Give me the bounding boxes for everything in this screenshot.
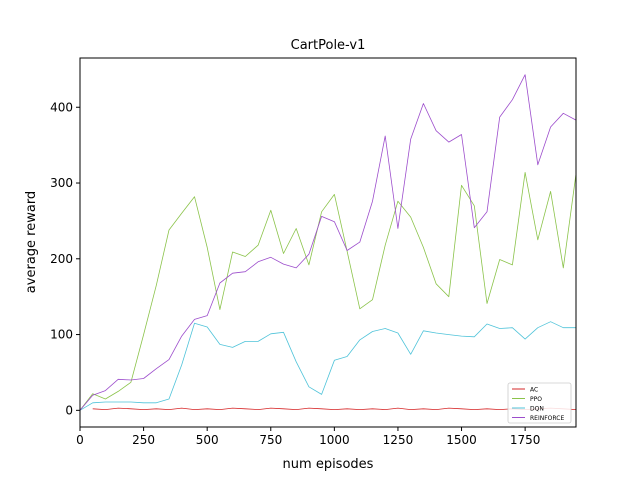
- legend-label-dqn: DQN: [530, 406, 544, 413]
- series-line-ac: [92, 407, 577, 411]
- x-tick-label: 250: [132, 433, 155, 447]
- y-axis-label: average reward: [24, 191, 39, 293]
- y-tick-label: 100: [50, 328, 73, 342]
- chart-title: CartPole-v1: [291, 38, 366, 53]
- plot-frame: [79, 57, 577, 428]
- x-tick-label: 1500: [446, 433, 477, 447]
- y-tick-label: 300: [50, 176, 73, 190]
- x-tick-label: 0: [76, 433, 84, 447]
- x-axis-label: num episodes: [283, 457, 374, 472]
- y-tick-label: 0: [65, 403, 73, 417]
- y-tick-label: 400: [50, 100, 73, 114]
- x-tick-label: 1750: [510, 433, 541, 447]
- series-line-reinforce: [79, 74, 577, 411]
- y-tick-label: 200: [50, 252, 73, 266]
- legend-box: [507, 382, 572, 424]
- x-axis: 0 250 500 750 1000 1250 1500 1750: [76, 427, 540, 447]
- series-line-ppo: [79, 171, 577, 411]
- x-tick-label: 500: [196, 433, 219, 447]
- series-line-dqn: [79, 321, 576, 411]
- x-tick-label: 1250: [383, 433, 414, 447]
- plot-area: [79, 74, 577, 411]
- legend-label-reinforce: REINFORCE: [530, 415, 564, 422]
- legend-label-ac: AC: [530, 387, 538, 394]
- y-axis: 0 100 200 300 400: [50, 100, 80, 417]
- x-tick-label: 1000: [319, 433, 350, 447]
- legend-label-ppo: PPO: [530, 396, 542, 403]
- legend: AC PPO DQN REINFORCE: [507, 382, 572, 424]
- x-tick-label: 750: [259, 433, 282, 447]
